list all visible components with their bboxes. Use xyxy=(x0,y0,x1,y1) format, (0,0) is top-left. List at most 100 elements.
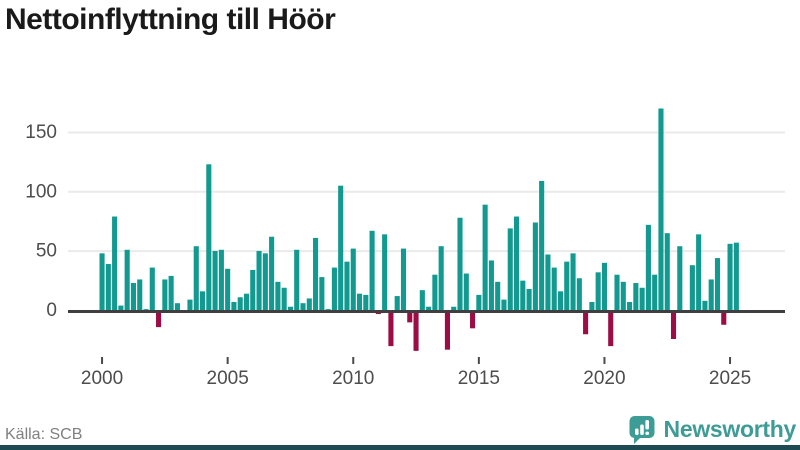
bar-2005-q1 xyxy=(225,268,231,313)
bar-2008-q1 xyxy=(300,303,306,313)
x-axis-label-2005: 2005 xyxy=(207,368,249,389)
bar-2000-q3 xyxy=(112,216,118,313)
y-axis-label-150: 150 xyxy=(25,122,57,143)
bar-2011-q3 xyxy=(388,310,394,347)
bar-2020-q4 xyxy=(620,281,626,313)
bar-2008-q2 xyxy=(306,298,312,313)
bar-2010-q4 xyxy=(369,230,375,313)
bar-2009-q3 xyxy=(338,185,344,313)
x-axis-label-2015: 2015 xyxy=(458,368,500,389)
bar-2013-q2 xyxy=(432,274,438,313)
bar-2021-q3 xyxy=(639,287,645,313)
bar-2007-q3 xyxy=(287,306,293,313)
bar-2002-q1 xyxy=(149,267,155,313)
bar-2007-q1 xyxy=(275,281,281,313)
bar-2006-q4 xyxy=(269,236,275,313)
bar-2013-q1 xyxy=(426,306,432,313)
footer-strip xyxy=(0,445,800,450)
bar-2006-q1 xyxy=(250,269,256,313)
bar-2014-q3 xyxy=(463,273,469,313)
bar-2016-q1 xyxy=(501,299,507,313)
bar-2015-q4 xyxy=(495,281,501,313)
bar-2022-q3 xyxy=(664,233,670,313)
bar-2004-q1 xyxy=(199,291,206,313)
bar-2015-q3 xyxy=(488,260,494,313)
bar-2015-q1 xyxy=(476,294,482,313)
bar-2024-q1 xyxy=(702,300,708,313)
bar-2021-q2 xyxy=(633,283,639,313)
bar-2002-q3 xyxy=(162,279,168,313)
bar-2000-q1 xyxy=(99,253,105,313)
bar-2019-q4 xyxy=(595,272,601,313)
bar-2025-q1 xyxy=(727,243,733,313)
bar-2000-q4 xyxy=(118,305,124,313)
y-axis-label-100: 100 xyxy=(25,181,57,202)
bar-2003-q3 xyxy=(187,299,193,313)
bar-2007-q2 xyxy=(281,287,287,313)
bar-2005-q3 xyxy=(237,297,243,313)
bar-2007-q4 xyxy=(294,249,300,313)
bar-2009-q2 xyxy=(331,267,337,313)
bar-2012-q2 xyxy=(407,310,413,323)
bar-2010-q3 xyxy=(363,294,369,313)
bar-2004-q4 xyxy=(218,249,224,313)
bar-2010-q1 xyxy=(350,248,356,313)
bar-2005-q2 xyxy=(231,302,237,313)
bar-2019-q3 xyxy=(589,302,595,313)
bar-2017-q4 xyxy=(545,254,551,313)
bar-2017-q3 xyxy=(539,180,545,313)
newsworthy-wordmark: Newsworthy xyxy=(663,415,797,442)
y-axis-label-0: 0 xyxy=(46,300,57,321)
bar-2014-q1 xyxy=(451,306,457,313)
newsworthy-icon xyxy=(629,415,655,444)
bar-2012-q3 xyxy=(413,310,419,351)
bar-2024-q4 xyxy=(721,310,727,325)
x-axis-label-2025: 2025 xyxy=(709,368,751,389)
bar-2018-q3 xyxy=(564,261,570,313)
bar-2018-q1 xyxy=(551,267,557,313)
bar-chart: 0 50 100 150 2000 2005 2010 2015 2020 2025 xyxy=(25,108,785,389)
bar-2011-q2 xyxy=(382,234,388,313)
bar-2015-q2 xyxy=(482,204,488,313)
bar-2022-q2 xyxy=(658,108,664,313)
bar-2011-q4 xyxy=(394,296,400,313)
bar-2025-q2 xyxy=(733,242,739,313)
bar-2019-q2 xyxy=(583,310,589,335)
bar-2020-q1 xyxy=(601,262,607,313)
bar-2018-q4 xyxy=(570,253,576,313)
bar-2000-q2 xyxy=(105,264,111,313)
x-axis-label-2000: 2000 xyxy=(81,368,123,389)
bar-2012-q1 xyxy=(400,248,407,313)
bar-2005-q4 xyxy=(243,293,250,313)
bar-2022-q1 xyxy=(652,274,658,313)
bar-2002-q2 xyxy=(156,310,162,328)
y-axis-label-50: 50 xyxy=(36,241,57,262)
newsworthy-logo[interactable]: Newsworthy xyxy=(627,413,796,445)
bar-2010-q2 xyxy=(356,293,363,313)
page-title: Nettoinflyttning till Höör xyxy=(5,3,336,36)
bar-2009-q4 xyxy=(344,261,350,313)
bar-2003-q1 xyxy=(174,303,180,313)
bar-2006-q3 xyxy=(262,253,268,313)
bar-2023-q4 xyxy=(696,234,702,313)
bar-2014-q2 xyxy=(457,217,463,313)
bar-2023-q1 xyxy=(677,246,683,313)
bar-2016-q4 xyxy=(520,280,526,313)
bar-2021-q1 xyxy=(627,302,633,313)
bar-2001-q1 xyxy=(124,249,130,313)
bar-2001-q3 xyxy=(137,279,143,313)
bar-2004-q2 xyxy=(206,164,212,313)
bar-2003-q4 xyxy=(193,246,199,313)
bar-2013-q3 xyxy=(438,246,444,313)
bar-2019-q1 xyxy=(576,278,582,313)
bar-2021-q4 xyxy=(645,224,651,313)
bar-2016-q2 xyxy=(507,228,513,313)
bar-2006-q2 xyxy=(256,250,262,313)
bar-2013-q4 xyxy=(444,310,450,350)
bar-2001-q2 xyxy=(130,283,136,313)
bar-2012-q4 xyxy=(419,290,425,313)
bar-2004-q3 xyxy=(212,250,218,313)
bar-2023-q3 xyxy=(689,265,695,313)
bar-2018-q2 xyxy=(557,291,564,313)
